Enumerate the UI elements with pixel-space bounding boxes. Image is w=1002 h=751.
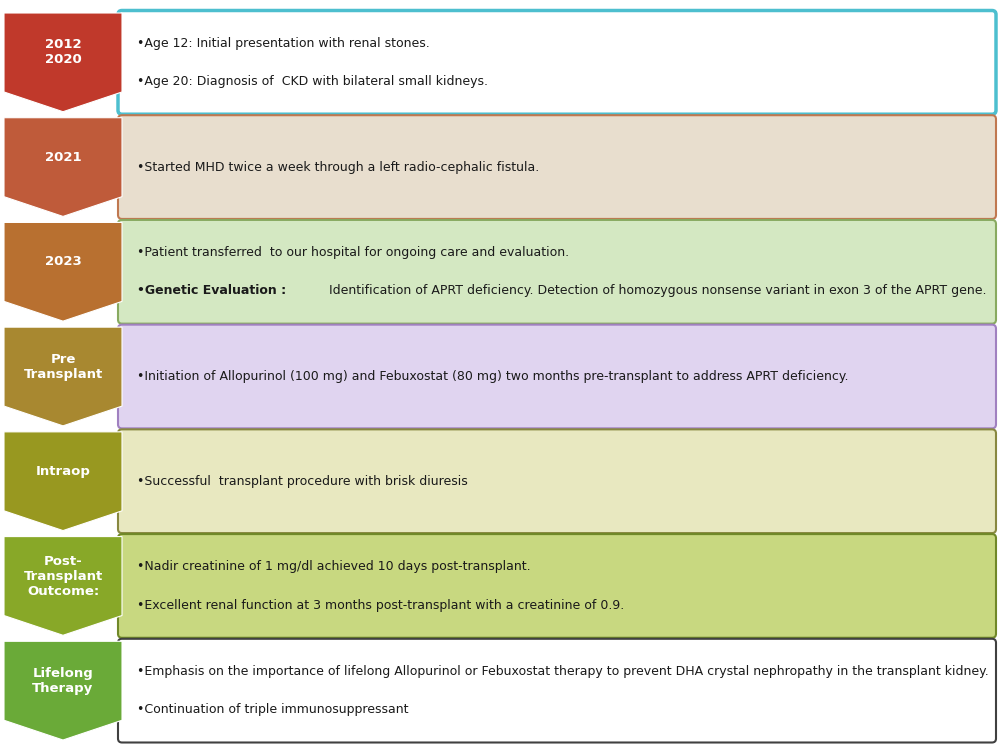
Text: Intraop: Intraop (35, 465, 90, 478)
Polygon shape (4, 641, 122, 740)
Text: Post-
Transplant
Outcome:: Post- Transplant Outcome: (23, 554, 102, 598)
Polygon shape (4, 13, 122, 112)
Polygon shape (4, 118, 122, 216)
Text: •Age 12: Initial presentation with renal stones.: •Age 12: Initial presentation with renal… (137, 37, 430, 50)
Polygon shape (4, 432, 122, 530)
FancyBboxPatch shape (118, 11, 996, 114)
Text: •Excellent renal function at 3 months post-transplant with a creatinine of 0.9.: •Excellent renal function at 3 months po… (137, 599, 624, 611)
FancyBboxPatch shape (118, 115, 996, 219)
FancyBboxPatch shape (118, 639, 996, 743)
Text: •Age 20: Diagnosis of  CKD with bilateral small kidneys.: •Age 20: Diagnosis of CKD with bilateral… (137, 75, 488, 88)
Text: •Successful  transplant procedure with brisk diuresis: •Successful transplant procedure with br… (137, 475, 468, 487)
Text: 2023: 2023 (45, 255, 81, 268)
Text: •Initiation of Allopurinol (100 mg) and Febuxostat (80 mg) two months pre-transp: •Initiation of Allopurinol (100 mg) and … (137, 370, 849, 383)
Polygon shape (4, 327, 122, 426)
Polygon shape (4, 222, 122, 321)
Text: Pre
Transplant: Pre Transplant (23, 353, 102, 381)
Text: •Continuation of triple immunosuppressant: •Continuation of triple immunosuppressan… (137, 703, 409, 716)
Polygon shape (4, 536, 122, 635)
Text: Lifelong
Therapy: Lifelong Therapy (32, 667, 93, 695)
Text: •Emphasis on the importance of lifelong Allopurinol or Febuxostat therapy to pre: •Emphasis on the importance of lifelong … (137, 665, 989, 678)
Text: •Nadir creatinine of 1 mg/dl achieved 10 days post-transplant.: •Nadir creatinine of 1 mg/dl achieved 10… (137, 560, 531, 573)
Text: Identification of APRT deficiency. Detection of homozygous nonsense variant in e: Identification of APRT deficiency. Detec… (330, 285, 987, 297)
Text: •Genetic Evaluation :: •Genetic Evaluation : (137, 285, 287, 297)
FancyBboxPatch shape (118, 430, 996, 533)
FancyBboxPatch shape (118, 220, 996, 324)
Text: •Patient transferred  to our hospital for ongoing care and evaluation.: •Patient transferred to our hospital for… (137, 246, 569, 259)
Text: 2012
2020: 2012 2020 (45, 38, 81, 67)
Text: •Started MHD twice a week through a left radio-cephalic fistula.: •Started MHD twice a week through a left… (137, 161, 539, 173)
FancyBboxPatch shape (118, 324, 996, 428)
FancyBboxPatch shape (118, 534, 996, 638)
Text: 2021: 2021 (45, 151, 81, 164)
